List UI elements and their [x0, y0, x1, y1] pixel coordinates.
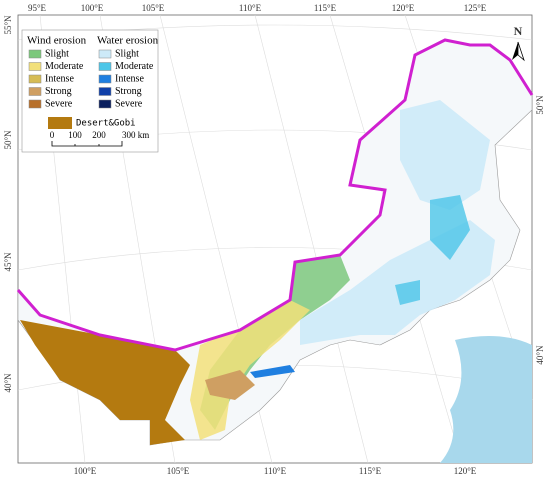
scale-label: 0: [50, 130, 55, 140]
legend-label: Slight: [45, 48, 69, 59]
lon-label: 120°E: [454, 466, 477, 476]
desert-zone: [20, 320, 190, 445]
legend-swatch: [28, 62, 42, 71]
legend-swatch: [98, 62, 112, 71]
north-label: N: [514, 24, 523, 38]
wind-zone: [190, 300, 310, 440]
lat-label: 40°N: [535, 345, 545, 365]
scale-label: 100: [68, 130, 82, 140]
legend-swatch: [28, 49, 42, 59]
scale-label: 200: [92, 130, 106, 140]
lon-label: 120°E: [392, 3, 415, 13]
legend: Wind erosionSlightModerateIntenseStrongS…: [27, 35, 159, 147]
lon-label: 115°E: [359, 466, 382, 476]
lat-label: 50°N: [3, 130, 13, 150]
legend-label: Strong: [115, 86, 142, 97]
legend-label: Intense: [45, 73, 74, 84]
lon-label: 115°E: [314, 3, 337, 13]
legend-swatch: [28, 74, 42, 84]
legend-label: Moderate: [115, 61, 154, 72]
lon-label: 95°E: [28, 3, 47, 13]
legend-swatch: [28, 87, 42, 96]
legend-title: Wind erosion: [27, 35, 87, 47]
legend-swatch: [98, 99, 112, 109]
legend-label: Moderate: [45, 61, 84, 72]
legend-label: Desert&Gobi: [76, 119, 136, 129]
legend-swatch: [98, 87, 112, 96]
scale-bar: [51, 141, 123, 147]
lon-label: 110°E: [239, 3, 262, 13]
water-zone: [395, 195, 470, 305]
lon-label: 125°E: [464, 3, 487, 13]
legend-swatch: [48, 117, 72, 129]
sea: [440, 336, 532, 463]
lat-label: 50°N: [535, 95, 545, 115]
lon-label: 110°E: [264, 466, 287, 476]
water-zone: [400, 100, 490, 210]
coordinate-labels: 95°E 100°E 105°E 110°E 115°E 120°E 125°E 100°E 1…: [3, 3, 545, 476]
legend-box: [21, 29, 159, 153]
legend-label: Slight: [115, 48, 139, 59]
scale-label: 300 km: [122, 130, 149, 140]
legend-label: Strong: [45, 86, 72, 97]
legend-swatch: [98, 74, 112, 84]
lat-label: 55°N: [3, 15, 13, 35]
lon-label: 100°E: [74, 466, 97, 476]
lon-label: 105°E: [142, 3, 165, 13]
lon-label: 105°E: [167, 466, 190, 476]
legend-swatch: [28, 99, 42, 109]
wind-zone: [205, 370, 255, 400]
national-border: [16, 38, 534, 352]
legend-title: Water erosion: [97, 35, 159, 47]
legend-label: Severe: [115, 98, 143, 109]
lon-label: 100°E: [81, 3, 104, 13]
legend-swatch: [98, 49, 112, 59]
lat-label: 45°N: [3, 252, 13, 272]
legend-label: Severe: [45, 98, 73, 109]
water-zone: [250, 365, 295, 378]
north-arrow: [512, 41, 525, 62]
legend-label: Intense: [115, 73, 144, 84]
lat-label: 40°N: [3, 373, 13, 393]
